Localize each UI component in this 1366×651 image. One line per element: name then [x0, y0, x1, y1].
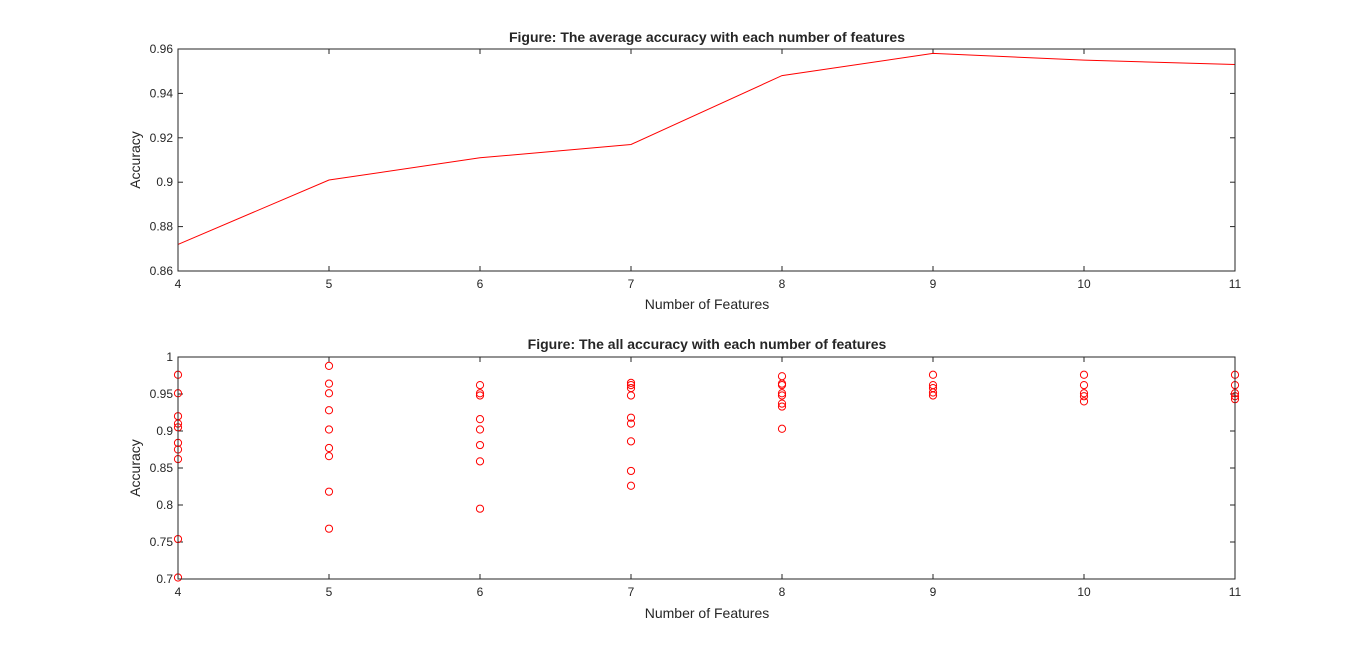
y-tick-label: 1 — [166, 350, 173, 364]
series-layer — [173, 361, 1240, 582]
scatter-point — [475, 389, 485, 398]
x-tick-label: 8 — [779, 277, 786, 291]
x-tick-label: 9 — [930, 585, 937, 599]
x-tick-label: 9 — [930, 277, 937, 291]
x-tick-label: 5 — [326, 585, 333, 599]
scatter-point — [928, 370, 938, 379]
x-tick-label: 8 — [779, 585, 786, 599]
y-tick-label: 0.86 — [150, 264, 174, 278]
y-axis-label: Accuracy — [127, 131, 143, 189]
scatter-point — [475, 415, 485, 424]
x-tick-label: 7 — [628, 277, 635, 291]
scatter-point — [626, 381, 636, 390]
y-tick-label: 0.85 — [150, 461, 174, 475]
scatter-point — [475, 381, 485, 390]
y-tick-label: 0.95 — [150, 387, 174, 401]
y-tick-label: 0.7 — [156, 572, 173, 586]
y-tick-label: 0.9 — [156, 175, 173, 189]
x-tick-label: 10 — [1077, 585, 1091, 599]
x-tick-label: 6 — [477, 277, 484, 291]
scatter-point — [928, 388, 938, 397]
scatter-point — [324, 524, 334, 533]
scatter-point — [777, 389, 787, 398]
plot-area-frame — [177, 356, 1236, 580]
x-tick-label: 11 — [1229, 277, 1242, 291]
scatter-point — [1079, 381, 1089, 390]
scatter-point — [777, 402, 787, 411]
y-tick-label: 0.88 — [150, 220, 174, 234]
scatter-point — [1079, 392, 1089, 401]
scatter-point — [777, 381, 787, 390]
scatter-point — [475, 504, 485, 513]
y-tick-label: 0.8 — [156, 498, 173, 512]
x-tick-label: 5 — [326, 277, 333, 291]
scatter-point — [777, 424, 787, 433]
x-tick-label: 7 — [628, 585, 635, 599]
y-tick-label: 0.94 — [150, 86, 174, 100]
y-tick-label: 0.9 — [156, 424, 173, 438]
scatter-point — [475, 425, 485, 434]
y-tick-label: 0.96 — [150, 42, 174, 56]
scatter-point — [626, 391, 636, 400]
scatter-point — [324, 452, 334, 461]
scatter-point — [626, 419, 636, 428]
x-tick-label: 4 — [175, 277, 182, 291]
scatter-point — [1079, 389, 1089, 398]
scatter-point — [324, 379, 334, 388]
chart-title: Figure: The all accuracy with each numbe… — [528, 336, 887, 352]
scatter-point — [324, 389, 334, 398]
y-axis-label: Accuracy — [127, 439, 143, 497]
scatter-point — [626, 466, 636, 476]
scatter-point — [324, 425, 334, 434]
scatter-point — [324, 487, 334, 496]
tick-layer: 4 5 6 7 8 9 10 11 0.7 0.75 0.8 0.85 0.9 0.95 1 — [150, 350, 1242, 599]
scatter-point — [1079, 397, 1089, 406]
chart-title: Figure: The average accuracy with each n… — [509, 29, 905, 45]
plot-area-frame — [177, 48, 1236, 272]
scatter-point — [928, 391, 938, 400]
scatter-point — [777, 391, 787, 400]
scatter-point — [324, 406, 334, 415]
scatter-point — [475, 440, 485, 450]
scatter-point — [1079, 370, 1089, 379]
scatter-point — [626, 481, 636, 490]
scatter-point — [777, 399, 787, 408]
scatter-point — [475, 457, 485, 466]
series-line — [177, 52, 1236, 245]
scatter-point — [324, 361, 334, 370]
scatter-point — [626, 378, 636, 387]
average-accuracy-chart: Figure: The average accuracy with each n… — [127, 29, 1242, 312]
scatter-point — [626, 413, 636, 422]
x-tick-label: 4 — [175, 585, 182, 599]
series-layer — [177, 52, 1236, 245]
x-tick-label: 11 — [1229, 585, 1242, 599]
all-accuracy-chart: Figure: The all accuracy with each numbe… — [127, 336, 1242, 621]
scatter-point — [475, 391, 485, 400]
x-axis-label: Number of Features — [645, 605, 770, 621]
y-tick-label: 0.92 — [150, 131, 174, 145]
x-axis-label: Number of Features — [645, 296, 770, 312]
x-tick-label: 6 — [477, 585, 484, 599]
x-tick-label: 10 — [1077, 277, 1091, 291]
scatter-point — [324, 443, 334, 453]
scatter-point — [626, 437, 636, 446]
y-tick-label: 0.75 — [150, 535, 174, 549]
